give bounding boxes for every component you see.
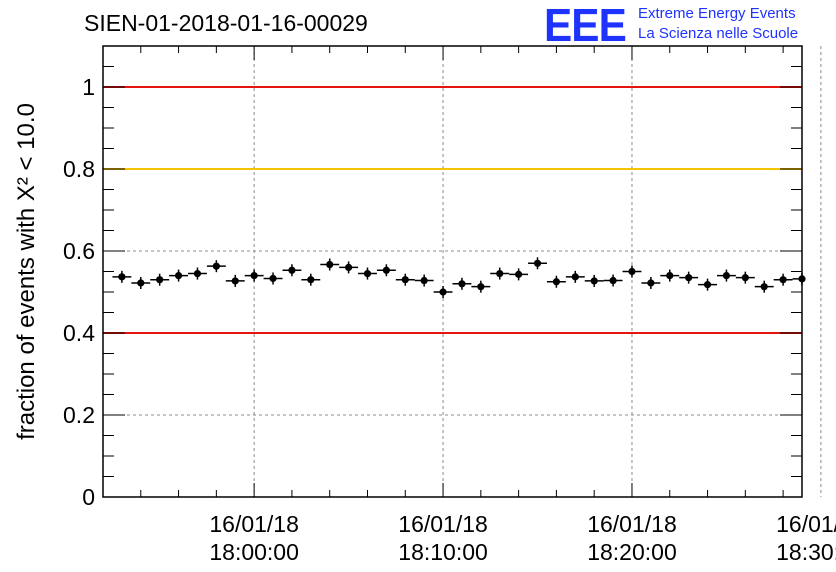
data-point <box>477 283 485 291</box>
data-point <box>590 277 598 285</box>
x-tick-label-time: 18:30:00 <box>776 539 836 565</box>
data-point <box>533 259 542 267</box>
data-point <box>552 278 561 286</box>
data-point <box>344 263 353 271</box>
data-point <box>515 270 523 278</box>
data-point <box>458 280 466 288</box>
eee-logo-mark: EEE <box>544 0 627 51</box>
data-point <box>212 262 220 270</box>
data-point <box>439 288 447 296</box>
y-tick-label: 0.6 <box>63 238 95 264</box>
y-axis-label: fraction of events with Χ² < 10.0 <box>13 103 40 440</box>
y-tick-label: 0.2 <box>63 402 95 428</box>
data-point <box>685 274 693 282</box>
data-point <box>137 279 145 287</box>
data-point <box>250 272 258 280</box>
data-point <box>382 266 390 274</box>
data-point <box>779 276 787 284</box>
eee-logo-line2: La Scienza nelle Scuole <box>638 25 799 42</box>
data-point <box>231 277 239 285</box>
eee-logo: EEE Extreme Energy Events La Scienza nel… <box>540 0 830 51</box>
eee-logo-line1: Extreme Energy Events <box>638 5 796 22</box>
x-tick-label-time: 18:00:00 <box>209 539 299 565</box>
y-tick-label: 0.4 <box>63 320 95 346</box>
data-point <box>307 276 315 284</box>
y-tick-label: 1 <box>82 74 95 100</box>
x-tick-label-date: 16/01/18 <box>587 511 677 537</box>
data-point <box>326 260 334 269</box>
data-point <box>193 269 202 278</box>
data-point <box>609 276 617 285</box>
data-point <box>156 276 164 284</box>
data-point <box>118 273 126 281</box>
data-point <box>628 267 636 276</box>
data-point <box>496 269 504 278</box>
x-tick-label-date: 16/01/18 <box>398 511 488 537</box>
data-point <box>174 272 183 280</box>
data-point <box>571 273 579 281</box>
x-tick-label-time: 18:20:00 <box>587 539 677 565</box>
chart-title: SIEN-01-2018-01-16-00029 <box>84 10 368 36</box>
data-point <box>647 279 655 287</box>
x-tick-label-time: 18:10:00 <box>398 539 488 565</box>
y-tick-label: 0.8 <box>63 156 95 182</box>
y-tick-label: 0 <box>82 484 95 510</box>
data-point <box>269 274 277 283</box>
data-point <box>288 266 296 274</box>
x-tick-label-date: 16/01/18 <box>209 511 299 537</box>
data-point <box>401 276 409 284</box>
data-point <box>363 269 372 278</box>
plot-frame <box>102 45 803 498</box>
data-point <box>666 272 674 280</box>
data-point <box>703 281 712 289</box>
data-point <box>798 275 806 283</box>
x-tick-label-date: 16/01/18 <box>776 511 836 537</box>
data-point <box>741 274 749 282</box>
data-point <box>420 276 428 285</box>
data-point <box>760 283 768 291</box>
data-point <box>722 272 731 280</box>
